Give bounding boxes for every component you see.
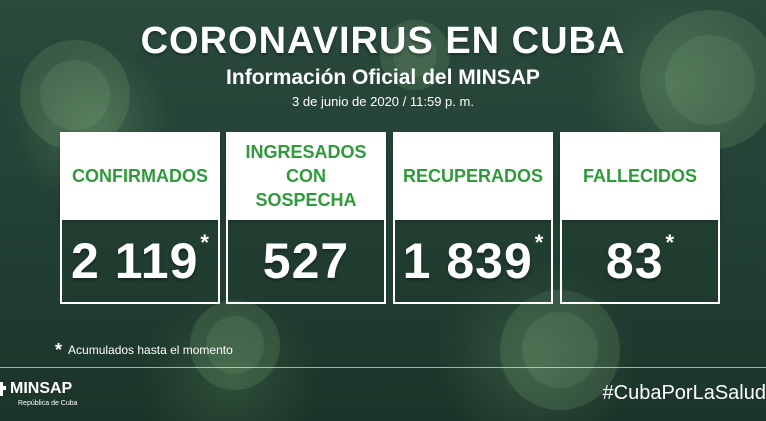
stat-value-box: 1 839 * <box>393 220 553 304</box>
virus-illustration <box>380 20 450 90</box>
page-title: CORONAVIRUS EN CUBA <box>140 20 626 62</box>
stat-value-box: 2 119 * <box>60 220 220 304</box>
stat-label: CONFIRMADOS <box>60 132 220 220</box>
stat-value: 2 119 <box>71 233 199 289</box>
logo-subtitle: República de Cuba <box>18 400 78 407</box>
stat-card-confirmados: CONFIRMADOS 2 119 * <box>60 132 220 304</box>
report-date: 3 de junio de 2020 / 11:59 p. m. <box>292 94 474 109</box>
stat-value: 83 <box>605 233 664 289</box>
cross-icon <box>0 382 6 396</box>
stat-card-recuperados: RECUPERADOS 1 839 * <box>393 132 553 304</box>
stat-value-box: 527 <box>226 220 386 304</box>
page-subtitle: Información Oficial del MINSAP <box>226 66 540 89</box>
stat-label: INGRESADOS CON SOSPECHA <box>226 132 386 220</box>
stat-label: RECUPERADOS <box>393 132 553 220</box>
asterisk-mark: * <box>200 230 209 255</box>
stat-value: 1 839 <box>402 233 533 289</box>
footnote: * Acumulados hasta el momento <box>55 340 233 361</box>
virus-illustration <box>640 10 766 150</box>
asterisk-mark: * <box>55 340 63 360</box>
stat-value-box: 83 * <box>560 220 720 304</box>
virus-illustration <box>500 290 620 410</box>
hashtag: #CubaPorLaSalud <box>602 382 766 404</box>
stat-value: 527 <box>262 233 350 289</box>
virus-illustration <box>20 40 130 150</box>
stat-label: FALLECIDOS <box>560 132 720 220</box>
stat-card-fallecidos: FALLECIDOS 83 * <box>560 132 720 304</box>
asterisk-mark: * <box>534 230 544 255</box>
logo-name: MINSAP <box>10 380 73 397</box>
virus-illustration <box>190 300 280 390</box>
stat-card-ingresados: INGRESADOS CON SOSPECHA 527 <box>226 132 386 304</box>
footnote-text: Acumulados hasta el momento <box>68 343 233 357</box>
asterisk-mark: * <box>665 230 675 255</box>
stat-label-text: INGRESADOS CON SOSPECHA <box>245 142 367 210</box>
divider <box>0 367 766 368</box>
